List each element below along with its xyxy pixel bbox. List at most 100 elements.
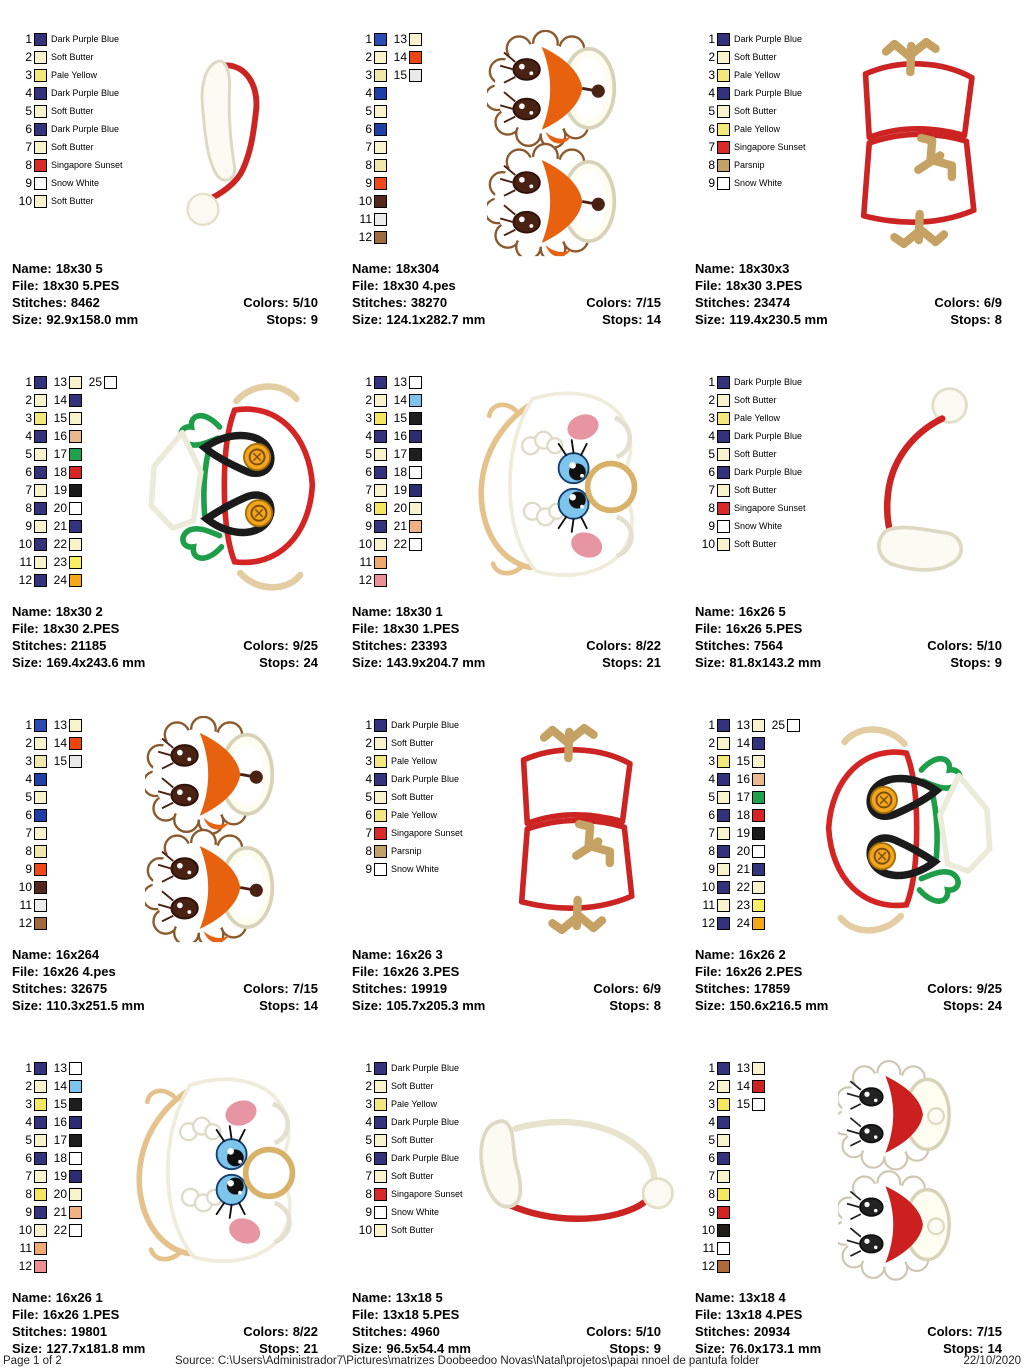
palette-row: 11 (352, 210, 422, 228)
palette-row: 4 16 (695, 770, 800, 788)
palette-row: 2 14 (695, 734, 800, 752)
design-thumbnail (82, 1057, 340, 1287)
thread-color-swatch (374, 1133, 387, 1147)
palette-row: 3 Pale Yellow (695, 409, 806, 427)
thread-number: 3 (365, 410, 372, 425)
name-label: Name: (12, 1290, 52, 1305)
gnome-faces-design (145, 715, 277, 943)
design-file: 18x30 1.PES (382, 621, 460, 636)
design-file: 13x18 5.PES (382, 1307, 460, 1322)
palette-row: 7 Soft Butter (12, 138, 123, 156)
thread-number: 3 (25, 1096, 32, 1111)
thread-number: 8 (25, 157, 32, 172)
thread-color-swatch (717, 826, 730, 840)
thread-number: 15 (736, 1096, 750, 1111)
design-size: 169.4x243.6 mm (46, 655, 146, 670)
design-name: 16x264 (55, 947, 100, 962)
stitches-label: Stitches: (12, 295, 67, 310)
design-stops: 8 (994, 312, 1002, 327)
palette: 1 13 2 14 3 15 4 5 6 7 8 9 10 11 12 (352, 28, 422, 258)
palette-row: 6 (695, 1149, 765, 1167)
thread-color-swatch (717, 916, 730, 930)
thread-color-name: Dark Purple Blue (391, 1117, 460, 1127)
palette-row: 10 22 (12, 535, 117, 553)
thread-color-swatch (374, 393, 387, 407)
thread-color-swatch (752, 844, 765, 858)
thread-color-name: Dark Purple Blue (734, 467, 803, 477)
thread-number: 7 (708, 825, 715, 840)
thread-number: 6 (708, 1150, 715, 1165)
palette-row: 12 (12, 1257, 82, 1275)
thread-color-swatch (374, 844, 387, 858)
name-label: Name: (352, 947, 392, 962)
design-file: 16x26 2.PES (725, 964, 803, 979)
thread-color-swatch (34, 772, 47, 786)
design-stitches: 7564 (753, 638, 783, 653)
palette: 1 13 25 2 14 3 15 4 16 5 17 6 18 7 19 8 20 9 21 10 22 11 23 12 2… (12, 371, 117, 601)
design-file: 18x30 5.PES (42, 278, 120, 293)
size-label: Size: (12, 312, 43, 327)
thread-color-swatch (69, 754, 82, 768)
thread-color-swatch (374, 429, 387, 443)
thread-color-name: Dark Purple Blue (734, 431, 803, 441)
palette-row: 9 Snow White (352, 1203, 463, 1221)
thread-number: 21 (53, 1204, 67, 1219)
design-cell: 1 Dark Purple Blue 2 Soft Butter 3 Pale Yello… (683, 363, 1024, 706)
thread-color-name: Dark Purple Blue (734, 88, 803, 98)
file-label: File: (695, 964, 722, 979)
palette-row: 5 17 (12, 1131, 82, 1149)
name-label: Name: (352, 1290, 392, 1305)
thread-number: 13 (393, 31, 407, 46)
thread-color-swatch (34, 862, 47, 876)
thread-number: 20 (53, 500, 67, 515)
design-meta: Name: 16x26 1 File: 16x26 1.PES Stitches: 1… (12, 1289, 340, 1357)
thread-number: 3 (25, 67, 32, 82)
palette-row: 9 21 (695, 860, 800, 878)
colors-label: Colors: (243, 1324, 289, 1339)
reindeer-antlers-design (845, 31, 985, 255)
thread-color-swatch (374, 32, 387, 46)
palette-row: 12 (695, 1257, 765, 1275)
palette-row: 1 13 25 (12, 373, 117, 391)
thread-number: 10 (18, 879, 32, 894)
design-colors: 5/10 (292, 295, 318, 310)
palette-row: 6 (12, 806, 82, 824)
design-name: 13x18 4 (738, 1290, 786, 1305)
thread-number: 6 (708, 464, 715, 479)
thread-color-swatch (717, 1097, 730, 1111)
palette-row: 10 (12, 878, 82, 896)
palette-row: 3 15 (695, 1095, 765, 1113)
thread-number: 9 (25, 861, 32, 876)
thread-number: 14 (53, 392, 67, 407)
thread-number: 7 (708, 139, 715, 154)
colors-label: Colors: (927, 1324, 973, 1339)
thread-number: 22 (53, 536, 67, 551)
thread-number: 7 (708, 1168, 715, 1183)
palette-row: 8 Parsnip (695, 156, 806, 174)
design-file: 18x30 4.pes (382, 278, 456, 293)
design-cell: 1 13 25 2 14 3 15 4 16 5 17 6 18 7 19 8 20 9 21 10 22 11 23 12 2… (683, 706, 1024, 1049)
thread-number: 4 (365, 1114, 372, 1129)
palette-row: 12 (12, 914, 82, 932)
design-cell: 1 Dark Purple Blue 2 Soft Butter 3 Pale Yello… (340, 706, 683, 1049)
palette-row: 4 16 (12, 427, 117, 445)
thread-number: 7 (25, 825, 32, 840)
palette-row: 6 18 (12, 1149, 82, 1167)
thread-number: 22 (736, 879, 750, 894)
thread-color-swatch (34, 447, 47, 461)
thread-color-swatch (69, 718, 82, 732)
design-colors: 7/15 (635, 295, 661, 310)
thread-number: 1 (25, 31, 32, 46)
palette-row: 3 Pale Yellow (352, 752, 463, 770)
name-label: Name: (12, 604, 52, 619)
thread-color-swatch (717, 1115, 730, 1129)
palette-row: 12 24 (12, 571, 117, 589)
palette-row: 1 13 (12, 716, 82, 734)
thread-color-name: Singapore Sunset (391, 1189, 463, 1199)
design-stitches: 23393 (410, 638, 448, 653)
palette-row: 7 Singapore Sunset (695, 138, 806, 156)
design-colors: 8/22 (635, 638, 661, 653)
thread-color-swatch (69, 501, 82, 515)
thread-color-swatch (717, 1187, 730, 1201)
thread-color-swatch (34, 483, 47, 497)
